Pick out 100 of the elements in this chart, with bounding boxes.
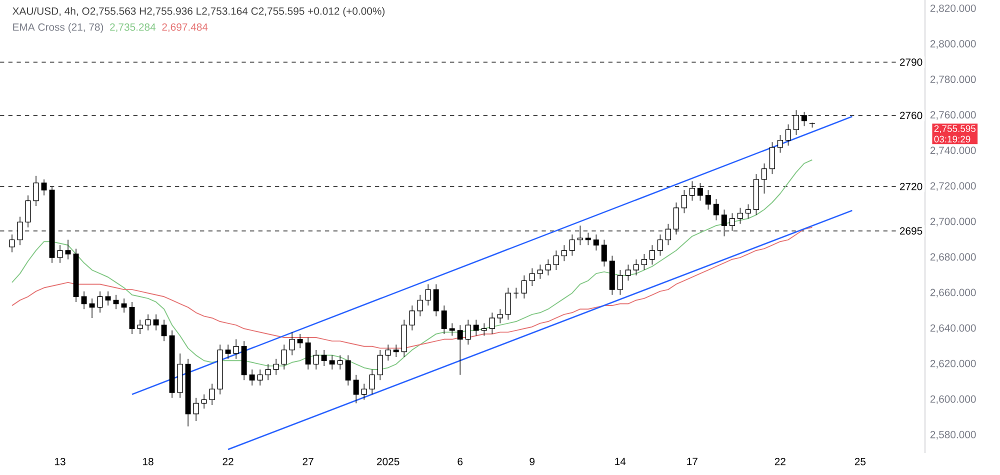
candlestick	[689, 180, 695, 202]
ref-line-label: 2790	[900, 58, 922, 66]
candlestick	[801, 112, 807, 126]
candlestick	[561, 244, 567, 262]
candlestick	[57, 244, 63, 264]
candlestick	[153, 314, 159, 331]
candlestick	[289, 332, 295, 356]
candlestick	[121, 298, 127, 313]
candlestick	[769, 142, 775, 174]
candlestick	[441, 305, 447, 334]
candlestick	[249, 369, 255, 386]
x-tick-label: 14	[615, 458, 626, 466]
candlestick	[537, 264, 543, 280]
candlestick	[593, 234, 599, 251]
candlestick	[761, 163, 767, 194]
candlestick	[145, 314, 151, 331]
candlestick	[25, 195, 31, 228]
candlestick	[273, 358, 279, 376]
candlestick	[129, 302, 135, 334]
y-tick-label: 2,700.000	[930, 218, 976, 226]
candlestick	[265, 364, 271, 381]
candlestick	[385, 344, 391, 361]
candlestick	[729, 212, 735, 232]
candlestick	[545, 259, 551, 276]
candlestick	[569, 234, 575, 256]
candlestick	[393, 344, 399, 358]
y-tick-label: 2,800.000	[930, 40, 976, 49]
candlestick	[89, 298, 95, 318]
y-tick-label: 2,600.000	[930, 395, 976, 404]
candlestick	[585, 232, 591, 246]
y-tick-label: 2,780.000	[930, 76, 976, 84]
candlestick	[601, 239, 607, 267]
candlestick	[409, 305, 415, 331]
candlestick	[697, 182, 703, 202]
x-tick-label: 27	[302, 458, 314, 466]
candlestick	[377, 350, 383, 381]
candlestick	[201, 394, 207, 409]
candlestick	[97, 290, 103, 313]
candlestick	[337, 354, 343, 370]
candlestick	[649, 244, 655, 266]
candlestick	[793, 110, 799, 136]
candlestick	[785, 124, 791, 146]
y-tick-label: 2,740.000	[930, 146, 976, 156]
x-tick-label: 6	[458, 458, 463, 466]
y-tick-label: 2,580.000	[930, 430, 976, 440]
candlestick	[673, 202, 679, 235]
candlestick	[297, 334, 303, 349]
x-tick-label: 22	[222, 458, 234, 466]
candlestick	[521, 274, 527, 299]
candlestick	[457, 324, 463, 376]
candlestick	[65, 239, 71, 260]
x-tick-label: 9	[530, 458, 535, 466]
candlestick	[257, 369, 263, 386]
candlestick	[321, 350, 327, 366]
candlestick	[161, 319, 167, 342]
candlestick	[9, 234, 15, 253]
text: 2,755.595	[934, 125, 976, 134]
annotation: 2,697.484	[162, 23, 208, 32]
candlestick	[713, 198, 719, 221]
candlestick	[553, 250, 559, 270]
candlestick	[473, 319, 479, 336]
candlestick	[105, 290, 111, 306]
candlestick	[33, 176, 39, 206]
candlestick	[657, 234, 663, 256]
y-tick-label: 2,660.000	[930, 288, 976, 298]
annotation: EMA Cross (21, 78)	[13, 23, 104, 33]
candlestick	[433, 284, 439, 317]
annotation: 2,735.284	[110, 23, 156, 32]
y-tick-label: 2,760.000	[930, 111, 976, 120]
candlestick	[305, 337, 311, 370]
ref-line-label: 2760	[900, 112, 922, 120]
candlestick	[489, 312, 495, 334]
candlestick	[481, 322, 487, 336]
candlestick	[193, 398, 199, 422]
candlestick	[721, 209, 727, 237]
candlestick	[225, 344, 231, 360]
y-tick-label: 2,640.000	[930, 324, 976, 333]
candlestick	[737, 207, 743, 224]
candlestick	[209, 383, 215, 406]
candlestick	[665, 223, 671, 246]
candlestick	[417, 294, 423, 317]
candlestick	[329, 354, 335, 370]
candlestick	[625, 264, 631, 282]
candlestick	[345, 354, 351, 386]
candlestick	[617, 270, 623, 296]
x-tick-label: 18	[143, 458, 154, 466]
candlestick	[313, 350, 319, 370]
annotation: XAU/USD, 4h, O2,755.563 H2,755.936 L2,753.164 C2,755.595 +0.012 (+0.00%)	[12, 7, 385, 17]
candlestick	[505, 287, 511, 320]
candlestick	[281, 344, 287, 370]
x-tick-label: 25	[854, 458, 866, 466]
candlestick	[361, 383, 367, 400]
x-tick-label: 2025	[377, 458, 400, 466]
text: 03:19:29	[934, 136, 970, 142]
y-tick-label: 2,620.000	[930, 360, 976, 368]
candlestick	[465, 319, 471, 345]
x-tick-label: 13	[55, 458, 66, 466]
x-tick-label: 22	[774, 458, 786, 466]
candlestick	[681, 190, 687, 214]
candlestick	[369, 369, 375, 395]
